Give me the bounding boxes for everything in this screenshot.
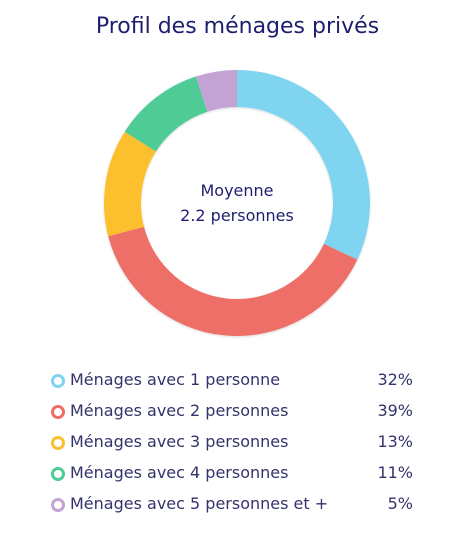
legend-marker <box>51 498 65 512</box>
donut-slice-5[interactable] <box>195 70 237 112</box>
legend-item[interactable]: Ménages avec 2 personnes 39% <box>0 399 475 429</box>
legend-value: 5% <box>387 494 413 513</box>
legend-item[interactable]: Ménages avec 1 personne 32% <box>0 368 475 398</box>
legend-label: Ménages avec 3 personnes <box>70 432 289 451</box>
center-label-line-2: 2.2 personnes <box>180 206 294 225</box>
legend-label: Ménages avec 2 personnes <box>70 401 289 420</box>
legend-marker <box>51 467 65 481</box>
chart-center-label: Moyenne 2.2 personnes <box>137 178 337 228</box>
legend-marker <box>51 405 65 419</box>
donut-slice-2[interactable] <box>108 226 358 337</box>
legend-marker <box>51 436 65 450</box>
center-label-line-1: Moyenne <box>200 181 274 200</box>
legend-item[interactable]: Ménages avec 3 personnes 13% <box>0 430 475 460</box>
legend-label: Ménages avec 5 personnes et + <box>70 494 329 513</box>
legend-value: 13% <box>377 432 413 451</box>
donut-slice-4[interactable] <box>124 76 208 152</box>
legend-item[interactable]: Ménages avec 4 personnes 11% <box>0 461 475 491</box>
legend-label: Ménages avec 1 personne <box>70 370 281 389</box>
donut-chart <box>104 70 370 337</box>
chart-title: Profil des ménages privés <box>95 14 380 39</box>
donut-slice-1[interactable] <box>237 70 370 260</box>
legend-item[interactable]: Ménages avec 5 personnes et + 5% <box>0 492 475 522</box>
donut-slice-3[interactable] <box>104 131 156 237</box>
legend-value: 39% <box>377 401 413 420</box>
legend-label: Ménages avec 4 personnes <box>70 463 289 482</box>
legend-marker <box>51 374 65 388</box>
legend-value: 11% <box>377 463 413 482</box>
legend-value: 32% <box>377 370 413 389</box>
